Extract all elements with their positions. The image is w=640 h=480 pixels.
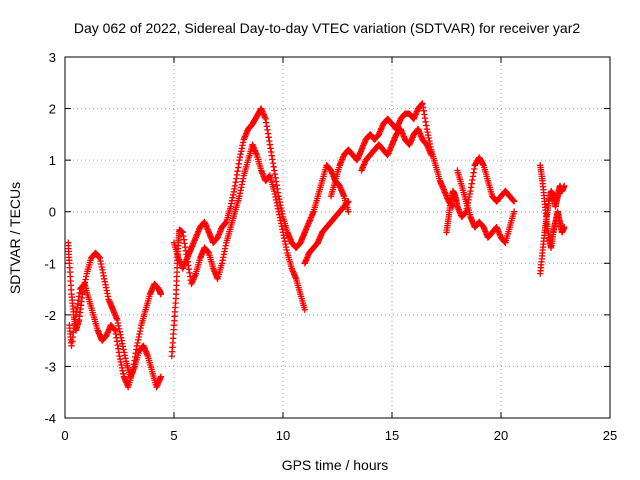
axis-ticks: 0 5 10 15 20 25 -4 -3 -2 -1 0 1 2 3	[44, 50, 617, 443]
chart-title: Day 062 of 2022, Sidereal Day-to-day VTE…	[74, 20, 580, 36]
data-series	[454, 167, 518, 246]
y-tick-label: -3	[44, 359, 56, 374]
data-point-marker	[66, 280, 165, 391]
plot-frame	[64, 56, 611, 419]
data-point-marker	[537, 162, 568, 251]
data-point-marker	[443, 154, 518, 236]
y-tick-label: -4	[44, 411, 56, 426]
y-tick-label: -1	[44, 256, 56, 271]
data-series	[66, 280, 165, 391]
data-series	[443, 154, 518, 236]
data-point-marker	[454, 167, 518, 246]
data-series	[327, 100, 457, 210]
x-tick-label: 25	[603, 428, 617, 443]
x-axis-label: GPS time / hours	[282, 457, 389, 473]
data-series	[537, 182, 568, 277]
data-point-marker	[301, 198, 352, 267]
data-point-marker	[327, 100, 457, 210]
y-tick-label: 0	[49, 205, 56, 220]
y-tick-label: 3	[49, 50, 56, 65]
x-tick-label: 10	[276, 428, 290, 443]
x-tick-label: 20	[494, 428, 508, 443]
data-point-marker	[168, 141, 308, 360]
data-point-marker	[170, 105, 352, 272]
grid	[65, 57, 610, 418]
data-series	[170, 105, 352, 272]
data-series	[168, 141, 308, 360]
y-axis-label: SDTVAR / TECUs	[7, 182, 23, 294]
data-point-marker	[65, 239, 165, 391]
data-series	[301, 198, 352, 267]
y-tick-label: 1	[49, 153, 56, 168]
data-point-marker	[537, 182, 568, 277]
x-tick-label: 5	[170, 428, 177, 443]
data-points	[65, 100, 568, 391]
data-series	[65, 239, 165, 391]
x-tick-label: 15	[385, 428, 399, 443]
x-tick-label: 0	[61, 428, 68, 443]
y-tick-label: -2	[44, 308, 56, 323]
y-tick-label: 2	[49, 102, 56, 117]
data-series	[537, 162, 568, 251]
data-point-marker	[358, 126, 435, 174]
data-series	[358, 126, 435, 174]
